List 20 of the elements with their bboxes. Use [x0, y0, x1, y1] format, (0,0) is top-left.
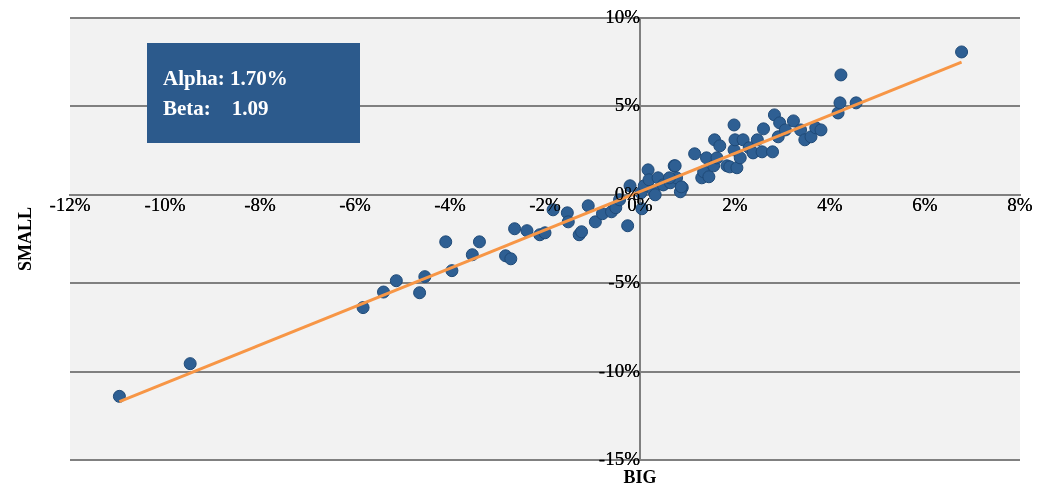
x-tick-label: -2%	[529, 194, 561, 216]
x-tick-label: -8%	[244, 194, 276, 216]
x-axis-title: BIG	[623, 466, 657, 487]
x-tick-label: 6%	[912, 194, 938, 216]
x-tick-label: 4%	[817, 194, 843, 216]
x-tick-label: 8%	[1007, 194, 1033, 216]
text-box: Alpha: 1.70% Beta: 1.09	[147, 43, 360, 143]
y-tick-label: 5%	[614, 94, 641, 116]
annotation: Beta: 1.09	[163, 95, 270, 122]
y-tick-label: -5%	[608, 271, 641, 293]
y-tick-label: -15%	[598, 447, 641, 469]
x-tick-label: -4%	[434, 194, 466, 216]
y-axis-title: SMALL	[14, 206, 35, 272]
annotation: Alpha: 1.70%	[163, 65, 289, 92]
y-tick-label: -10%	[598, 359, 641, 381]
x-tick-label: -6%	[339, 194, 371, 216]
x-tick-label: -10%	[144, 194, 186, 216]
x-tick-label: 2%	[722, 194, 748, 216]
x-tick-label: -12%	[49, 194, 91, 216]
y-tick-label: 10%	[605, 5, 641, 27]
